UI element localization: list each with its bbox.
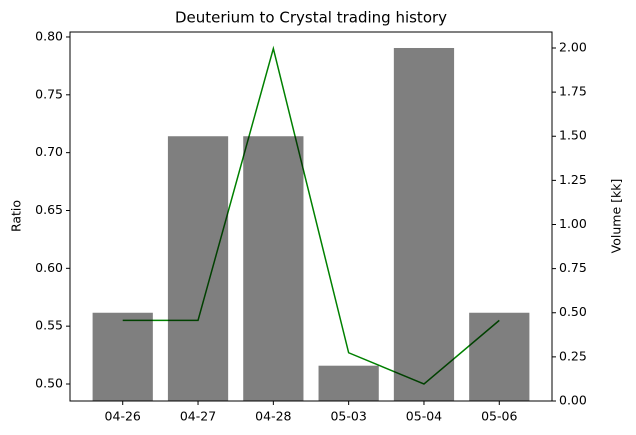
bar xyxy=(393,47,455,401)
y2-tick-label: 0.00 xyxy=(559,393,587,408)
y2-tick-label: 1.75 xyxy=(559,84,587,99)
x-tick-label: 05-03 xyxy=(330,409,366,424)
x-tick-label: 04-27 xyxy=(180,409,216,424)
y2-axis-label: Volume [kk] xyxy=(609,179,624,254)
bar xyxy=(243,136,304,401)
y-tick-label: 0.70 xyxy=(35,144,63,159)
y-tick-label: 0.55 xyxy=(35,318,63,333)
y2-tick-label: 0.25 xyxy=(559,348,587,363)
y-tick-label: 0.50 xyxy=(35,375,63,390)
bar xyxy=(318,365,379,401)
y2-tick-label: 1.25 xyxy=(559,172,587,187)
x-tick-label: 05-04 xyxy=(406,409,442,424)
x-tick-label: 04-28 xyxy=(255,409,291,424)
y-tick-label: 0.65 xyxy=(35,202,63,217)
y-tick-label: 0.75 xyxy=(35,86,63,101)
bar xyxy=(92,312,153,401)
y2-tick-label: 1.50 xyxy=(559,128,587,143)
y2-tick-label: 0.50 xyxy=(559,304,587,319)
y2-tick-label: 2.00 xyxy=(559,39,587,54)
plot-frame xyxy=(69,31,553,402)
x-tick-label: 04-26 xyxy=(105,409,141,424)
bar xyxy=(469,312,530,401)
y-axis-label: Ratio xyxy=(9,200,24,232)
y-tick-label: 0.80 xyxy=(35,28,63,43)
y2-tick-label: 1.00 xyxy=(559,216,587,231)
x-tick-label: 05-06 xyxy=(481,409,517,424)
bar xyxy=(167,136,229,401)
y2-tick-label: 0.75 xyxy=(559,260,587,275)
y-tick-label: 0.60 xyxy=(35,260,63,275)
chart-title: Deuterium to Crystal trading history xyxy=(175,9,447,27)
